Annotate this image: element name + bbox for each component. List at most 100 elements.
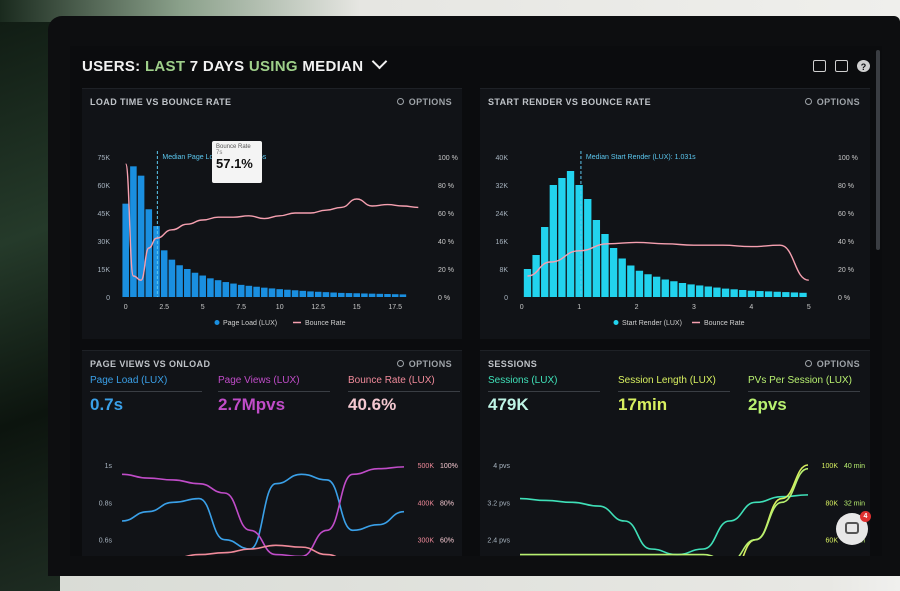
tooltip-sub: 7s <box>216 150 223 156</box>
y2-tick-label: 60 % <box>438 211 454 218</box>
x-tick-label: 10 <box>276 304 284 311</box>
chat-badge: 4 <box>860 511 871 522</box>
dashboard-screen: USERS: LAST 7 DAYS USING MEDIAN ? LOAD T… <box>70 46 882 556</box>
histogram-bar <box>601 234 609 297</box>
options-button[interactable]: OPTIONS <box>396 97 452 107</box>
divider <box>90 391 202 392</box>
histogram-bar <box>199 275 206 297</box>
legend-label: Start Render (LUX) <box>622 320 682 327</box>
y-tick-label: 60K <box>98 183 111 190</box>
panel-load-bounce: LOAD TIME VS BOUNCE RATE OPTIONS 75K 60K 4… <box>82 88 462 339</box>
series-line <box>519 467 809 556</box>
histogram-bar <box>764 291 773 297</box>
y-tick-label: 16K <box>496 239 509 246</box>
histogram-bar <box>644 274 652 297</box>
x-tick-label: 2.5 <box>159 304 169 311</box>
histogram-bar <box>635 270 644 297</box>
y3-tick-label: 40 min <box>844 463 865 470</box>
y2-tick-label: 80K <box>826 500 839 507</box>
panel-title: PAGE VIEWS VS ONLOAD <box>90 359 211 369</box>
gear-icon <box>804 98 812 105</box>
histogram-bar <box>584 199 592 297</box>
histogram-bar <box>618 258 626 297</box>
histogram-bar <box>230 283 237 297</box>
histogram-bar <box>687 284 695 297</box>
histogram-bar <box>661 279 669 297</box>
metric-label-bounce: Bounce Rate (LUX) <box>348 375 435 386</box>
y2-tick-label: 80 % <box>438 183 454 190</box>
y2-tick-label: 0 % <box>838 295 850 302</box>
x-tick-label: 5 <box>201 304 205 311</box>
load-bounce-chart: 75K 60K 45K 30K 15K 0 100 % 80 % 60 % 40 % 20 % 0 %… <box>98 151 458 327</box>
histogram-bar <box>713 287 721 297</box>
histogram-bar <box>322 292 330 297</box>
monitor-icon[interactable] <box>813 60 826 72</box>
y-tick-label: 0.8s <box>99 500 113 507</box>
series-line <box>184 544 337 556</box>
histogram-bar <box>291 290 299 297</box>
histogram-bar <box>245 285 253 297</box>
histogram-bar <box>376 293 384 297</box>
y2-tick-label: 60K <box>826 538 839 545</box>
histogram-bar <box>652 276 661 297</box>
y-tick-label: 0 <box>106 295 110 302</box>
y-tick-label: 30K <box>98 239 111 246</box>
options-button[interactable]: OPTIONS <box>396 359 452 369</box>
y3-tick-label: 100% <box>440 463 458 470</box>
gear-icon <box>396 98 404 105</box>
options-button[interactable]: OPTIONS <box>804 97 860 107</box>
histogram-bar <box>253 286 260 297</box>
histogram-bar <box>222 282 230 297</box>
histogram-bar <box>307 291 314 297</box>
legend-label: Bounce Rate <box>305 320 346 327</box>
metric-label-page-views: Page Views (LUX) <box>218 375 300 386</box>
histogram-bar <box>739 290 747 297</box>
histogram-bar <box>566 171 575 297</box>
y2-tick-label: 40 % <box>838 239 854 246</box>
series-line <box>519 494 809 556</box>
y3-tick-label: 80% <box>440 500 454 507</box>
y2-tick-label: 0 % <box>438 295 450 302</box>
x-tick-label: 2 <box>635 304 639 311</box>
scrollbar[interactable] <box>876 50 880 250</box>
options-button[interactable]: OPTIONS <box>804 359 860 369</box>
metric-label-sessions: Sessions (LUX) <box>488 375 558 386</box>
y-tick-label: 32K <box>496 183 509 190</box>
y2-tick-label: 20 % <box>438 267 454 274</box>
histogram-bar <box>276 289 283 297</box>
histogram-bar <box>299 290 307 297</box>
dashboard-title[interactable]: USERS: LAST 7 DAYS USING MEDIAN <box>82 53 870 75</box>
y-tick-label: 40K <box>496 155 509 162</box>
panel-title: LOAD TIME VS BOUNCE RATE <box>90 97 232 107</box>
image-icon[interactable] <box>835 60 848 72</box>
chevron-down-icon[interactable] <box>371 53 388 70</box>
histogram-bar <box>160 250 168 297</box>
histogram-bar <box>122 203 129 297</box>
x-tick-label: 7.5 <box>236 304 246 311</box>
bounce-rate-line <box>125 163 419 281</box>
histogram-bar <box>361 293 368 297</box>
histogram-bar <box>782 292 790 297</box>
histogram-bar <box>721 288 730 297</box>
histogram-bar <box>207 278 214 297</box>
y-tick-label: 0.6s <box>99 538 113 545</box>
y2-tick-label: 100 % <box>438 155 458 162</box>
dashboard-header: USERS: LAST 7 DAYS USING MEDIAN ? <box>82 53 870 80</box>
x-tick-label: 15 <box>353 304 361 311</box>
histogram-bar <box>130 166 137 297</box>
histogram-bar <box>678 283 687 297</box>
metric-label-session-length: Session Length (LUX) <box>618 375 716 386</box>
y-tick-label: 8K <box>499 267 508 274</box>
histogram-bar <box>153 226 160 297</box>
y-tick-label: 45K <box>98 211 111 218</box>
legend-label: Page Load (LUX) <box>223 320 277 327</box>
help-icon[interactable]: ? <box>857 60 870 72</box>
y2-tick-label: 20 % <box>838 267 854 274</box>
x-tick-label: 17.5 <box>388 304 402 311</box>
tooltip-value: 57.1% <box>216 156 253 171</box>
histogram-bar <box>756 291 764 297</box>
divider <box>748 391 860 392</box>
chat-icon <box>845 522 859 534</box>
divider <box>218 391 330 392</box>
